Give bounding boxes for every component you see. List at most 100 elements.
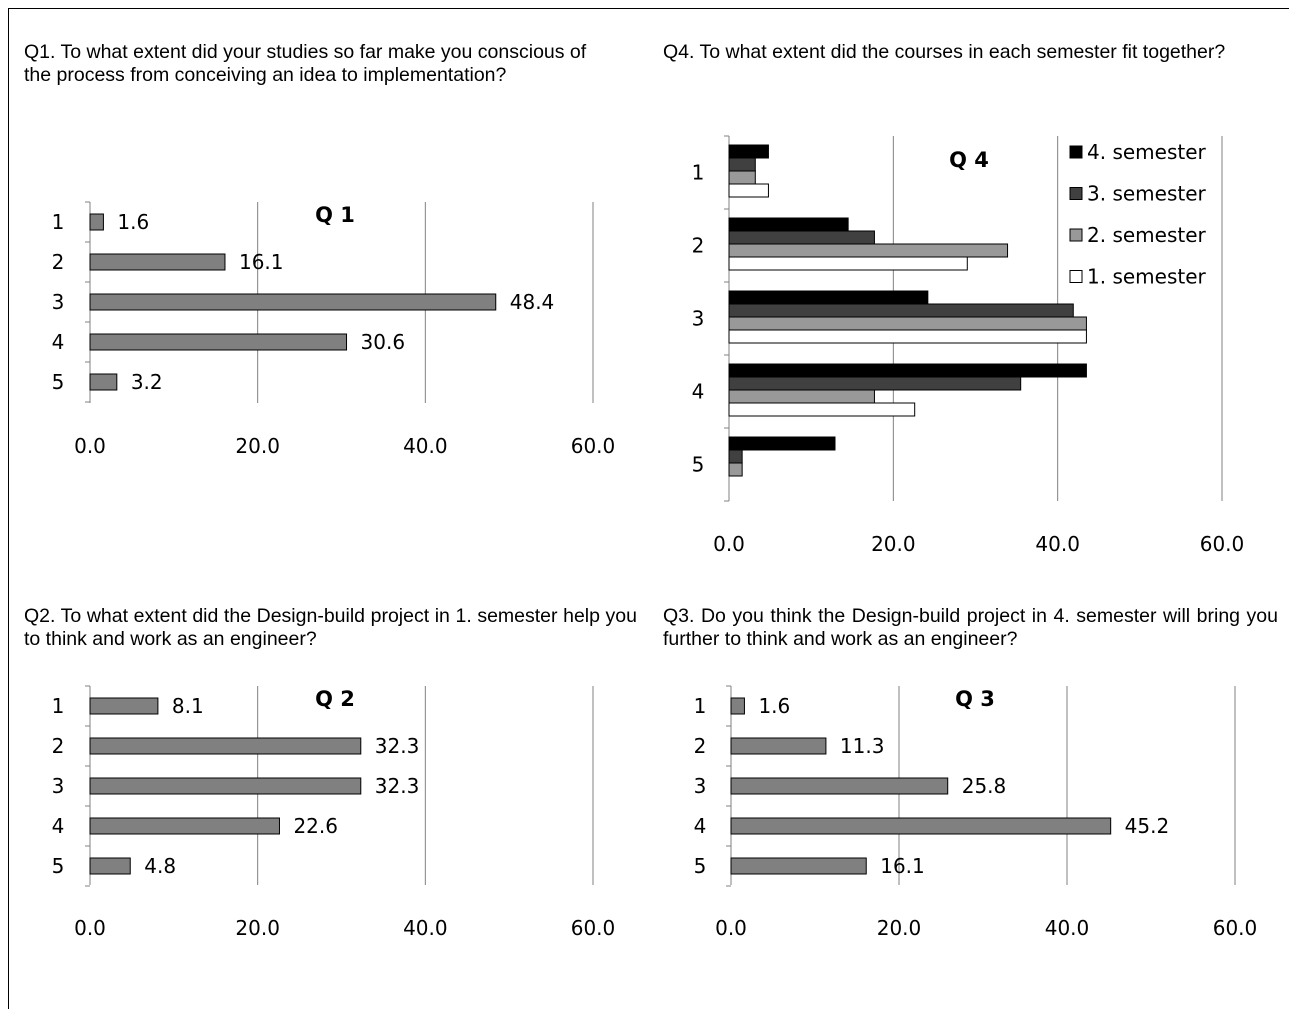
x-tick-label: 20.0 bbox=[235, 916, 280, 940]
category-label: 3 bbox=[694, 774, 707, 798]
chart-q4: 0.0 20.0 40.0 60.0 1 2 3 4 5 Q 4 4. semester 3. sem… bbox=[692, 135, 1245, 556]
question-q1: Q1. To what extent did your studies so f… bbox=[24, 41, 587, 86]
data-label: 45.2 bbox=[1125, 814, 1170, 838]
legend-swatch bbox=[1069, 228, 1083, 242]
x-tick-label: 60.0 bbox=[1200, 532, 1245, 556]
bar bbox=[89, 697, 159, 715]
bar bbox=[730, 777, 949, 795]
bar-2-semester bbox=[728, 170, 756, 185]
category-label: 5 bbox=[694, 854, 707, 878]
bar-4-semester bbox=[728, 363, 1087, 378]
x-tick-label: 0.0 bbox=[713, 532, 745, 556]
bar-4-semester bbox=[728, 290, 929, 305]
figure-frame bbox=[8, 8, 1289, 1009]
data-label: 16.1 bbox=[239, 250, 284, 274]
x-tick-label: 20.0 bbox=[877, 916, 922, 940]
bar-3-semester bbox=[728, 303, 1074, 318]
category-label: 2 bbox=[52, 734, 65, 758]
category-label: 1 bbox=[692, 161, 705, 185]
legend-swatch bbox=[1069, 145, 1083, 159]
x-tick-label: 20.0 bbox=[871, 532, 916, 556]
data-label: 22.6 bbox=[293, 814, 338, 838]
data-label: 32.3 bbox=[375, 734, 420, 758]
bar bbox=[89, 253, 226, 271]
x-tick-label: 40.0 bbox=[1035, 532, 1080, 556]
bar-2-semester bbox=[728, 389, 875, 404]
bar bbox=[89, 857, 131, 875]
data-label: 8.1 bbox=[172, 694, 204, 718]
x-tick-label: 60.0 bbox=[571, 434, 616, 458]
legend: 4. semester 3. semester 2. semester 1. seme… bbox=[1069, 140, 1207, 289]
bar-1-semester bbox=[728, 329, 1087, 344]
x-tick-label: 60.0 bbox=[571, 916, 616, 940]
chart-q3: 0.0 20.0 40.0 60.0 1 2 3 4 5 Q 3 1.6 11.3 25.8 45.2 16… bbox=[694, 685, 1257, 940]
category-label: 5 bbox=[692, 453, 705, 477]
bar bbox=[89, 777, 362, 795]
legend-swatch bbox=[1069, 270, 1083, 283]
data-label: 1.6 bbox=[758, 694, 790, 718]
data-label: 25.8 bbox=[962, 774, 1007, 798]
bar-2-semester bbox=[728, 462, 743, 477]
category-label: 1 bbox=[52, 694, 65, 718]
question-q4: Q4. To what extent did the courses in ea… bbox=[663, 41, 1226, 63]
category-label: 4 bbox=[52, 330, 65, 354]
bar bbox=[89, 373, 118, 391]
chart-title: Q 1 bbox=[315, 203, 355, 227]
x-tick-label: 40.0 bbox=[403, 434, 448, 458]
category-label: 5 bbox=[52, 854, 65, 878]
bar-1-semester bbox=[728, 402, 916, 417]
category-label: 2 bbox=[694, 734, 707, 758]
category-label: 1 bbox=[694, 694, 707, 718]
x-tick-label: 40.0 bbox=[1045, 916, 1090, 940]
question-q2: Q2. To what extent did the Design-build … bbox=[24, 605, 637, 650]
bar bbox=[89, 213, 104, 231]
bar-3-semester bbox=[728, 376, 1022, 391]
chart-q1: 0.0 20.0 40.0 60.0 1 2 3 4 5 Q 1 1.6 16.1 48.4 30.6 3.… bbox=[52, 201, 616, 458]
bar bbox=[89, 333, 348, 351]
legend-swatch bbox=[1069, 187, 1083, 200]
category-label: 3 bbox=[692, 307, 705, 331]
legend-label: 4. semester bbox=[1087, 140, 1207, 164]
chart-q2: 0.0 20.0 40.0 60.0 1 2 3 4 5 Q 2 8.1 32.3 32.3 22.6 4.… bbox=[52, 685, 616, 940]
bar bbox=[730, 857, 867, 875]
category-label: 4 bbox=[692, 380, 705, 404]
category-label: 3 bbox=[52, 774, 65, 798]
bar bbox=[730, 817, 1112, 835]
category-label: 3 bbox=[52, 290, 65, 314]
category-label: 2 bbox=[52, 250, 65, 274]
question-q3: Q3. Do you think the Design-build projec… bbox=[663, 605, 1278, 650]
bar-3-semester bbox=[728, 449, 743, 464]
bar bbox=[730, 737, 827, 755]
x-tick-label: 0.0 bbox=[715, 916, 747, 940]
bar bbox=[89, 293, 497, 311]
data-label: 48.4 bbox=[510, 290, 555, 314]
legend-label: 2. semester bbox=[1087, 223, 1207, 247]
x-tick-label: 0.0 bbox=[74, 916, 106, 940]
bar-4-semester bbox=[728, 217, 849, 232]
data-label: 3.2 bbox=[131, 370, 163, 394]
chart-title: Q 2 bbox=[315, 687, 355, 711]
legend-label: 3. semester bbox=[1087, 182, 1207, 206]
data-label: 32.3 bbox=[375, 774, 420, 798]
bar bbox=[89, 737, 362, 755]
x-tick-label: 40.0 bbox=[403, 916, 448, 940]
category-label: 5 bbox=[52, 370, 65, 394]
category-label: 4 bbox=[694, 814, 707, 838]
data-label: 1.6 bbox=[117, 210, 149, 234]
category-label: 4 bbox=[52, 814, 65, 838]
bar-1-semester bbox=[728, 256, 968, 271]
category-label: 1 bbox=[52, 210, 65, 234]
chart-title: Q 4 bbox=[949, 148, 989, 172]
bar-4-semester bbox=[728, 144, 769, 159]
bar-4-semester bbox=[728, 436, 836, 451]
bar-3-semester bbox=[728, 157, 756, 172]
data-label: 16.1 bbox=[880, 854, 925, 878]
bar-3-semester bbox=[728, 230, 875, 245]
chart-title: Q 3 bbox=[955, 687, 995, 711]
bar bbox=[730, 697, 745, 715]
data-label: 11.3 bbox=[840, 734, 885, 758]
bar-2-semester bbox=[728, 316, 1087, 331]
category-label: 2 bbox=[692, 234, 705, 258]
bar bbox=[89, 817, 280, 835]
